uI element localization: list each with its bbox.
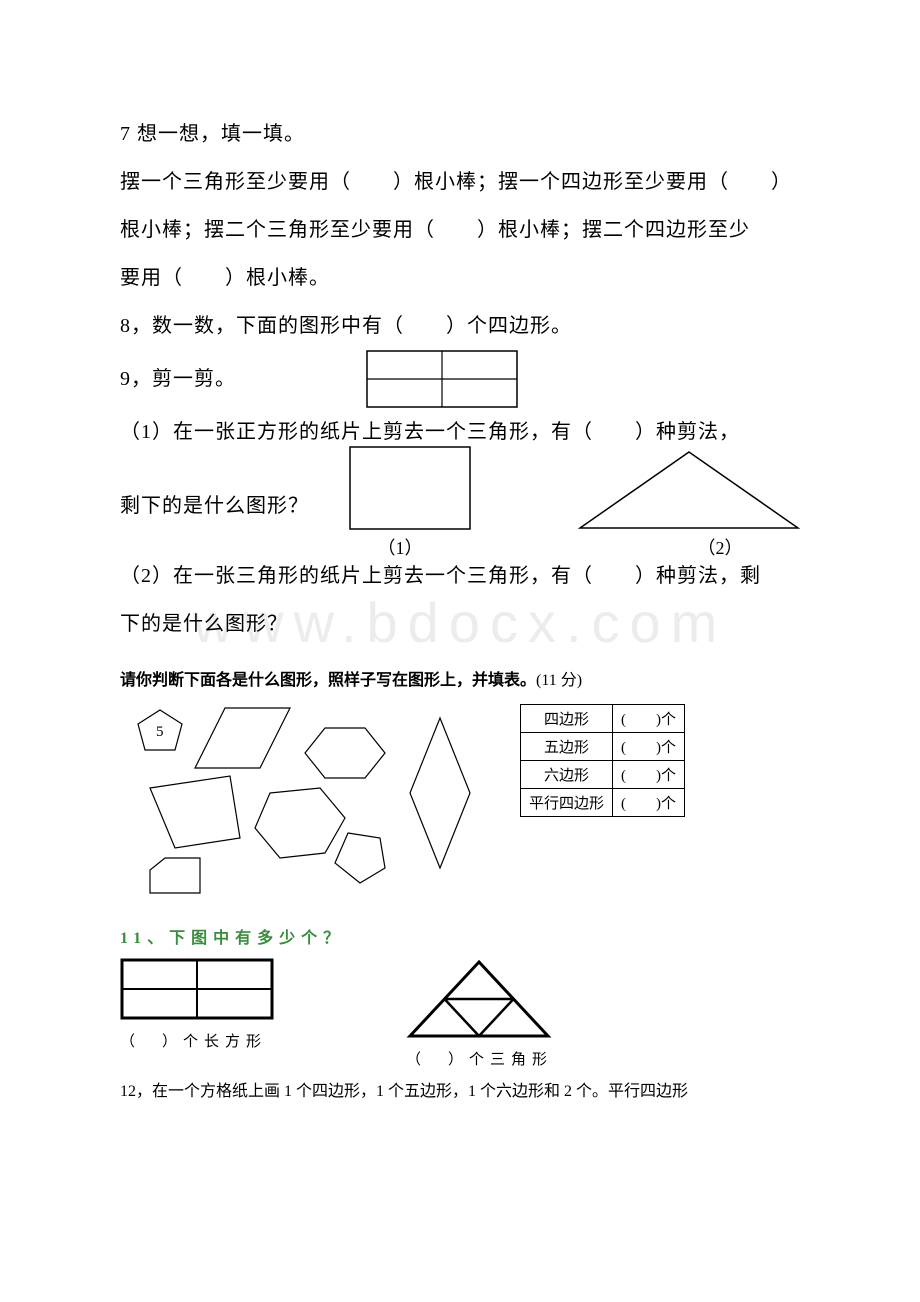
q10-shapes: 5: [120, 698, 480, 898]
q9-triangle-wrap: [578, 450, 800, 530]
q9-p1b: ）种剪法，: [635, 421, 740, 443]
q11-cap-right: （ ）个三角形: [406, 1048, 553, 1069]
q11-right: （ ）个三角形: [406, 958, 553, 1069]
q9-p2c: 下的是什么图形？: [120, 600, 800, 648]
q7-line1: 摆一个三角形至少要用（ ）根小棒；摆一个四边形至少要用（ ）: [120, 158, 800, 206]
q7-title: 7 想一想，填一填。: [120, 110, 800, 158]
q7-l2a: 根小棒；摆二个三角形至少要用（: [120, 219, 435, 241]
table-row: 五边形 ( )个: [521, 733, 685, 761]
q7-line2: 根小棒；摆二个三角形至少要用（ ）根小棒；摆二个四边形至少: [120, 206, 800, 254]
q8-ta: 8，数一数，下面的图形中有（: [120, 315, 404, 337]
q12-text: 12，在一个方格纸上画 1 个四边形，1 个五边形，1 个六边形和 2 个。平行…: [120, 1079, 800, 1105]
q10-r2-name: 六边形: [521, 761, 613, 789]
q7-l3b: ）根小棒。: [225, 267, 330, 289]
q9-title-row: 9，剪一剪。: [120, 350, 800, 408]
q10-example-label: 5: [156, 724, 164, 740]
q8-grid: [366, 350, 518, 408]
q7-l1a: 摆一个三角形至少要用（: [120, 171, 351, 193]
q7-l1c: ）: [771, 171, 792, 193]
table-row: 六边形 ( )个: [521, 761, 685, 789]
q9-square-wrap: [349, 446, 471, 530]
q9-p1a: （1）在一张正方形的纸片上剪去一个三角形，有（: [120, 421, 593, 443]
q10-r3-blank: ( )个: [613, 789, 685, 817]
q9-title: 9，剪一剪。: [120, 355, 236, 403]
q9-figs-row: 剩下的是什么图形？: [120, 446, 800, 530]
q9-p1c: 剩下的是什么图形？: [120, 482, 309, 530]
q10-hb: (11 分): [536, 672, 582, 689]
q11-left: （ ）个长方形: [120, 958, 276, 1051]
table-row: 平行四边形 ( )个: [521, 789, 685, 817]
q9-triangle: [578, 450, 800, 530]
q9-p2b: ）种剪法，剩: [635, 565, 761, 587]
q10-r1-blank: ( )个: [613, 733, 685, 761]
q8-line: 8，数一数，下面的图形中有（ ）个四边形。: [120, 302, 800, 350]
q10-r0-blank: ( )个: [613, 705, 685, 733]
table-row: 四边形 ( )个: [521, 705, 685, 733]
q10-r3-name: 平行四边形: [521, 789, 613, 817]
q11-tri-fig: [406, 958, 552, 1040]
q7-l1b: ）根小棒；摆一个四边形至少要用（: [393, 171, 729, 193]
q7-l3a: 要用（: [120, 267, 183, 289]
q10-table: 四边形 ( )个 五边形 ( )个 六边形 ( )个 平行四边形 ( )个: [520, 704, 685, 817]
q10-wrap: 5 四边形 ( )个: [120, 698, 800, 898]
q11-rect-fig: [120, 958, 276, 1022]
q9-square: [349, 446, 471, 530]
q10-r1-name: 五边形: [521, 733, 613, 761]
q11-cap-left: （ ）个长方形: [120, 1030, 276, 1051]
q7-line3: 要用（ ）根小棒。: [120, 254, 800, 302]
q11-heading: 11、下图中有多少个？: [120, 924, 800, 948]
q10-ha: 请你判断下面各是什么图形，照样子写在图形上，并填表。: [120, 672, 536, 689]
q10-heading: 请你判断下面各是什么图形，照样子写在图形上，并填表。(11 分): [120, 666, 800, 690]
q10-r0-name: 四边形: [521, 705, 613, 733]
q11-row: （ ）个长方形 （ ）个三角形: [120, 958, 800, 1069]
q9-p2-line1: （2）在一张三角形的纸片上剪去一个三角形，有（ ）种剪法，剩: [120, 552, 800, 600]
q8-tb: ）个四边形。: [446, 315, 572, 337]
q7-l2b: ）根小棒；摆二个四边形至少: [477, 219, 750, 241]
q9-p2a: （2）在一张三角形的纸片上剪去一个三角形，有（: [120, 565, 593, 587]
q10-r2-blank: ( )个: [613, 761, 685, 789]
